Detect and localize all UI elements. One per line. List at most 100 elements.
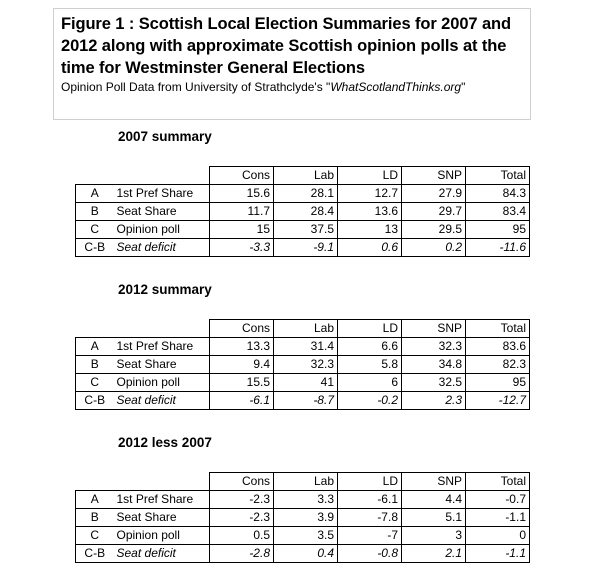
table-cell: 82.3 <box>465 355 530 374</box>
table-cell: 2.3 <box>401 391 466 410</box>
row-code: B <box>75 355 114 374</box>
table-cell: 0.2 <box>401 238 466 257</box>
column-header: Cons <box>209 166 274 185</box>
table-row: A 1st Pref Share 15.6 28.1 12.7 27.9 84.… <box>75 184 530 203</box>
table-cell: 95 <box>465 220 530 239</box>
table-row: C Opinion poll 0.5 3.5 -7 3 0 <box>75 526 530 545</box>
row-code: C-B <box>75 544 114 563</box>
source-prefix: Opinion Poll Data from University of Str… <box>61 80 331 94</box>
row-label: Seat deficit <box>113 391 210 410</box>
table-cell: 13.3 <box>209 337 274 356</box>
table-cell: -0.8 <box>337 544 402 563</box>
row-label: Seat deficit <box>113 544 210 563</box>
column-header: Total <box>465 319 530 338</box>
column-header: Total <box>465 472 530 491</box>
row-label: Opinion poll <box>113 220 210 239</box>
column-header: SNP <box>401 472 466 491</box>
table-cell: -0.2 <box>337 391 402 410</box>
column-header: Cons <box>209 472 274 491</box>
row-code: A <box>75 490 114 509</box>
table-cell: -6.1 <box>337 490 402 509</box>
table-cell: -9.1 <box>273 238 338 257</box>
row-code: A <box>75 337 114 356</box>
table-cell: 15.6 <box>209 184 274 203</box>
table-cell: 5.8 <box>337 355 402 374</box>
table-cell: 27.9 <box>401 184 466 203</box>
row-label: Seat Share <box>113 202 210 221</box>
table-cell: 12.7 <box>337 184 402 203</box>
column-header: Lab <box>273 166 338 185</box>
row-code: B <box>75 202 114 221</box>
table-cell: 32.3 <box>273 355 338 374</box>
table-cell: 0.4 <box>273 544 338 563</box>
table-row: C-B Seat deficit -6.1 -8.7 -0.2 2.3 -12.… <box>75 391 530 410</box>
row-label: Opinion poll <box>113 373 210 392</box>
table-cell: 31.4 <box>273 337 338 356</box>
table-cell: 6.6 <box>337 337 402 356</box>
table-row: B Seat Share 11.7 28.4 13.6 29.7 83.4 <box>75 202 530 221</box>
table-row: B Seat Share -2.3 3.9 -7.8 5.1 -1.1 <box>75 508 530 527</box>
row-code: B <box>75 508 114 527</box>
table-cell: -2.3 <box>209 508 274 527</box>
table-header-row: Cons Lab LD SNP Total <box>76 319 530 338</box>
row-code: C-B <box>75 238 114 257</box>
table-cell: 32.5 <box>401 373 466 392</box>
table-cell: 34.8 <box>401 355 466 374</box>
source-site: WhatScotlandThinks.org <box>330 80 462 94</box>
table-cell: 37.5 <box>273 220 338 239</box>
table-cell: -12.7 <box>465 391 530 410</box>
table-row: C-B Seat deficit -3.3 -9.1 0.6 0.2 -11.6 <box>75 238 530 257</box>
source-suffix: " <box>461 80 466 94</box>
table-cell: -1.1 <box>465 544 530 563</box>
table-cell: 95 <box>465 373 530 392</box>
summary-table-2012: Cons Lab LD SNP Total A 1st Pref Share 1… <box>75 319 530 410</box>
table-cell: 0.6 <box>337 238 402 257</box>
section-title-difference: 2012 less 2007 <box>118 435 212 450</box>
figure-source-note: Opinion Poll Data from University of Str… <box>61 80 526 94</box>
column-header: SNP <box>401 166 466 185</box>
table-header-row: Cons Lab LD SNP Total <box>76 166 530 185</box>
table-cell: 32.3 <box>401 337 466 356</box>
table-cell: 5.1 <box>401 508 466 527</box>
table-row: A 1st Pref Share -2.3 3.3 -6.1 4.4 -0.7 <box>75 490 530 509</box>
table-row: A 1st Pref Share 13.3 31.4 6.6 32.3 83.6 <box>75 337 530 356</box>
table-cell: 2.1 <box>401 544 466 563</box>
table-cell: 84.3 <box>465 184 530 203</box>
table-cell: 9.4 <box>209 355 274 374</box>
column-header: LD <box>337 166 402 185</box>
row-label: Seat deficit <box>113 238 210 257</box>
section-title-2007: 2007 summary <box>118 129 212 144</box>
table-cell: -7.8 <box>337 508 402 527</box>
table-cell: 0.5 <box>209 526 274 545</box>
table-cell: 3.3 <box>273 490 338 509</box>
table-cell: 13.6 <box>337 202 402 221</box>
table-cell: 41 <box>273 373 338 392</box>
column-header: SNP <box>401 319 466 338</box>
column-header: Lab <box>273 319 338 338</box>
table-cell: -8.7 <box>273 391 338 410</box>
row-code: C-B <box>75 391 114 410</box>
table-row: C Opinion poll 15 37.5 13 29.5 95 <box>75 220 530 239</box>
row-label: 1st Pref Share <box>113 337 210 356</box>
table-cell: 4.4 <box>401 490 466 509</box>
table-cell: 11.7 <box>209 202 274 221</box>
table-row: C-B Seat deficit -2.8 0.4 -0.8 2.1 -1.1 <box>75 544 530 563</box>
row-label: 1st Pref Share <box>113 184 210 203</box>
column-header: LD <box>337 472 402 491</box>
row-code: A <box>75 184 114 203</box>
table-cell: 0 <box>465 526 530 545</box>
row-code: C <box>75 220 114 239</box>
table-cell: 3.9 <box>273 508 338 527</box>
row-label: Seat Share <box>113 508 210 527</box>
table-cell: -3.3 <box>209 238 274 257</box>
table-row: C Opinion poll 15.5 41 6 32.5 95 <box>75 373 530 392</box>
row-label: Opinion poll <box>113 526 210 545</box>
figure-title: Figure 1 : Scottish Local Election Summa… <box>61 15 512 77</box>
table-row: B Seat Share 9.4 32.3 5.8 34.8 82.3 <box>75 355 530 374</box>
table-cell: -6.1 <box>209 391 274 410</box>
figure-header-box <box>53 8 531 120</box>
table-cell: 15 <box>209 220 274 239</box>
table-cell: 29.7 <box>401 202 466 221</box>
table-cell: 83.6 <box>465 337 530 356</box>
table-cell: 28.1 <box>273 184 338 203</box>
